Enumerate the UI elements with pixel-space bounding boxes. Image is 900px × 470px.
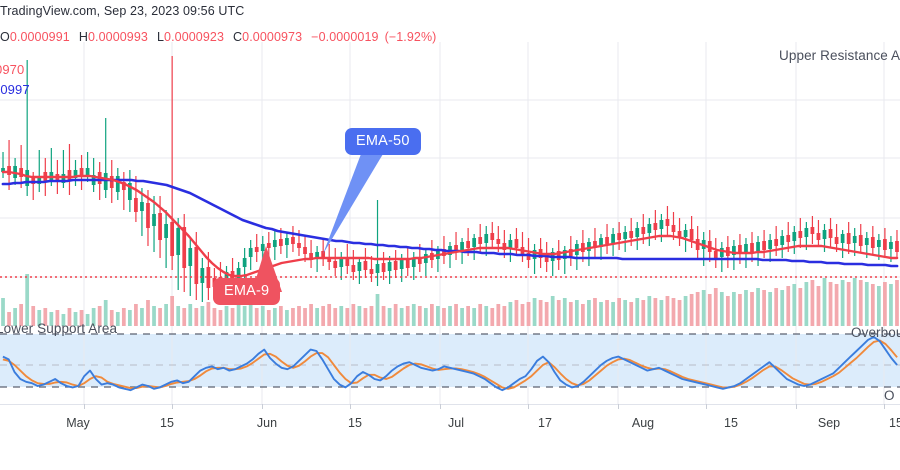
x-axis-tick-label: 15 xyxy=(160,416,174,430)
ohlc-close: C0.0000973 xyxy=(233,30,303,44)
x-axis-rule xyxy=(0,404,900,405)
x-axis-tick-label: 17 xyxy=(538,416,552,430)
x-axis-tick-mark xyxy=(350,404,351,409)
ohlc-change-percent: (−1.92%) xyxy=(384,30,437,44)
ema50-callout-pointer xyxy=(323,154,383,254)
x-axis-tick-mark xyxy=(706,404,707,409)
x-axis-tick-label: 15 xyxy=(348,416,362,430)
x-axis-tick-mark xyxy=(528,404,529,409)
tradingview-source-label: TradingView.com, Sep 23, 2023 09:56 UTC xyxy=(0,4,245,18)
x-axis-tick-mark xyxy=(262,404,263,409)
x-axis-tick-mark xyxy=(172,404,173,409)
x-axis-tick-mark xyxy=(618,404,619,409)
x-axis: May 15 Jun 15 Jul 17 Aug 15 Sep 15 xyxy=(0,404,900,434)
ema50-callout: EMA-50 xyxy=(345,128,421,155)
x-axis-tick-label: May xyxy=(66,416,90,430)
ohlc-low: L0.0000923 xyxy=(156,30,225,44)
oversold-label: O xyxy=(884,388,895,403)
x-axis-tick-label: Jun xyxy=(256,416,278,430)
x-axis-tick-label: Jul xyxy=(448,416,464,430)
stochastic-oscillator-svg xyxy=(0,326,900,404)
upper-resistance-area-label: Upper Resistance A xyxy=(779,48,900,63)
x-axis-tick-mark xyxy=(84,404,85,409)
ohlc-legend: O0.0000991 H0.0000993 L0.0000923 C0.0000973… xyxy=(0,30,436,44)
price-tag-last-price: 0970 xyxy=(0,62,25,77)
price-chart-pane[interactable] xyxy=(0,42,900,326)
x-axis-tick-mark xyxy=(884,404,885,409)
x-axis-tick-label: Aug xyxy=(631,416,655,430)
stochastic-oscillator-pane[interactable] xyxy=(0,326,900,404)
x-axis-tick-label: Sep xyxy=(817,416,841,430)
ema9-callout: EMA-9 xyxy=(213,278,281,305)
ohlc-open: O0.0000991 xyxy=(0,30,70,44)
ohlc-high: H0.0000993 xyxy=(78,30,148,44)
lower-support-area-label: Lower Support Area xyxy=(0,321,118,336)
x-axis-tick-label: 15 xyxy=(724,416,738,430)
x-axis-tick-mark xyxy=(440,404,441,409)
x-axis-tick-label: 15 xyxy=(889,416,900,430)
ohlc-change-absolute: −0.0000019 xyxy=(311,30,379,44)
x-axis-tick-mark xyxy=(796,404,797,409)
overbought-label: Overbou xyxy=(851,325,900,340)
price-chart-svg xyxy=(0,42,900,326)
